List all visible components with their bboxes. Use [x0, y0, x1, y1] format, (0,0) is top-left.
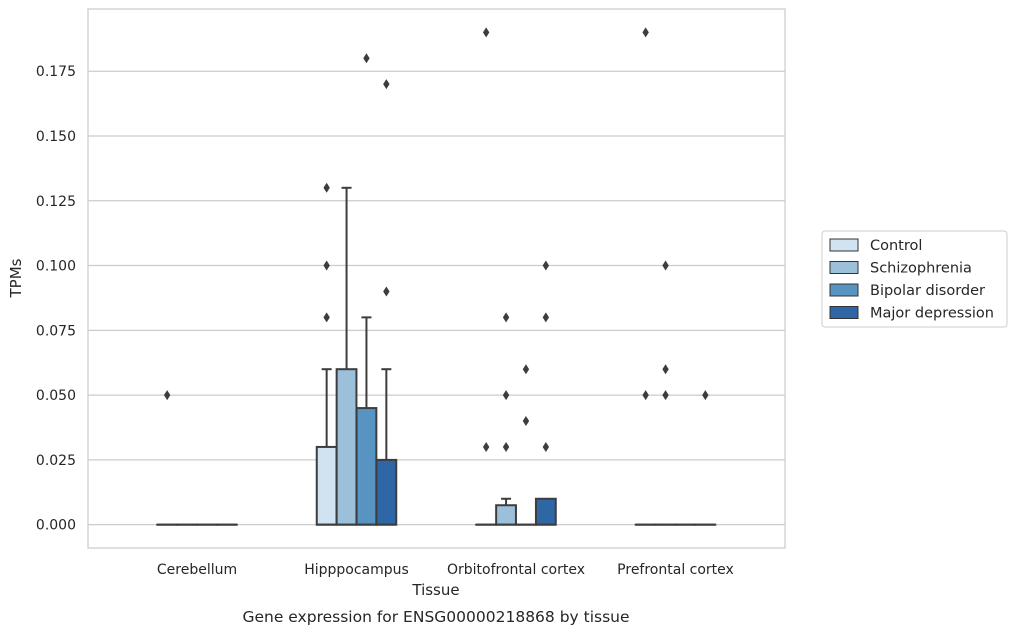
outlier-marker — [323, 312, 330, 323]
outlier-points — [163, 27, 709, 452]
outlier-marker — [323, 182, 330, 193]
chart-caption: Gene expression for ENSG00000218868 by t… — [242, 608, 629, 626]
legend-swatch — [829, 283, 859, 297]
x-tick-label: Hipppocampus — [304, 562, 409, 578]
box-series — [156, 186, 717, 526]
plot-background — [88, 9, 785, 548]
outlier-marker — [482, 27, 490, 38]
x-tick-label: Orbitofrontal cortex — [447, 562, 585, 578]
y-tick-label: 0.125 — [36, 194, 76, 210]
outlier-marker — [662, 260, 669, 271]
y-tick-label: 0.050 — [36, 388, 76, 404]
outlier-marker — [363, 53, 370, 64]
legend-label: Schizophrenia — [870, 261, 972, 277]
legend-label: Major depression — [870, 306, 994, 322]
outlier-marker — [542, 260, 550, 271]
box-body — [315, 445, 338, 526]
y-tick-label: 0.025 — [36, 453, 76, 469]
box-body — [534, 497, 557, 526]
box-body — [375, 458, 398, 526]
outlier-marker — [502, 390, 510, 401]
legend-label: Bipolar disorder — [870, 283, 985, 299]
outlier-marker — [542, 312, 550, 323]
x-axis-title: Tissue — [411, 581, 459, 599]
outlier-marker — [522, 364, 530, 375]
outlier-marker — [522, 416, 530, 427]
box-body — [335, 368, 358, 526]
outlier-marker — [542, 441, 550, 452]
legend: Control Schizophrenia Bipolar disorder Majo… — [821, 230, 1008, 328]
x-tick-labels: Cerebellum Hipppocampus Orbitofrontal cort… — [157, 562, 734, 578]
y-tick-labels: 0.000 0.025 0.050 0.075 0.100 0.125 0.150 0.175 — [36, 64, 76, 533]
legend-swatch — [829, 261, 859, 274]
outlier-marker — [482, 441, 490, 452]
legend-label: Control — [870, 238, 922, 254]
outlier-marker — [662, 364, 669, 375]
x-tick-label: Prefrontal cortex — [617, 562, 734, 578]
box-body — [495, 504, 517, 526]
outlier-marker — [702, 390, 709, 401]
outlier-marker — [323, 260, 330, 271]
y-tick-label: 0.150 — [36, 129, 76, 145]
legend-swatch — [829, 306, 859, 319]
outlier-marker — [642, 27, 649, 38]
grid-lines — [88, 70, 785, 526]
outlier-marker — [502, 441, 510, 452]
outlier-marker — [502, 312, 510, 323]
plot-frame — [87, 8, 786, 549]
legend-swatch — [829, 238, 859, 252]
y-tick-label: 0.075 — [36, 323, 76, 339]
box-body — [355, 407, 378, 526]
outlier-marker — [662, 390, 669, 401]
outlier-marker — [163, 390, 171, 401]
legend-frame — [821, 230, 1008, 328]
x-tick-label: Cerebellum — [157, 562, 237, 578]
y-axis-title: TPMs — [7, 258, 25, 298]
y-tick-label: 0.100 — [36, 259, 76, 275]
outlier-marker — [642, 390, 649, 401]
y-tick-label: 0.000 — [36, 518, 76, 534]
y-tick-label: 0.175 — [36, 64, 76, 80]
outlier-marker — [383, 286, 390, 297]
outlier-marker — [383, 79, 390, 90]
